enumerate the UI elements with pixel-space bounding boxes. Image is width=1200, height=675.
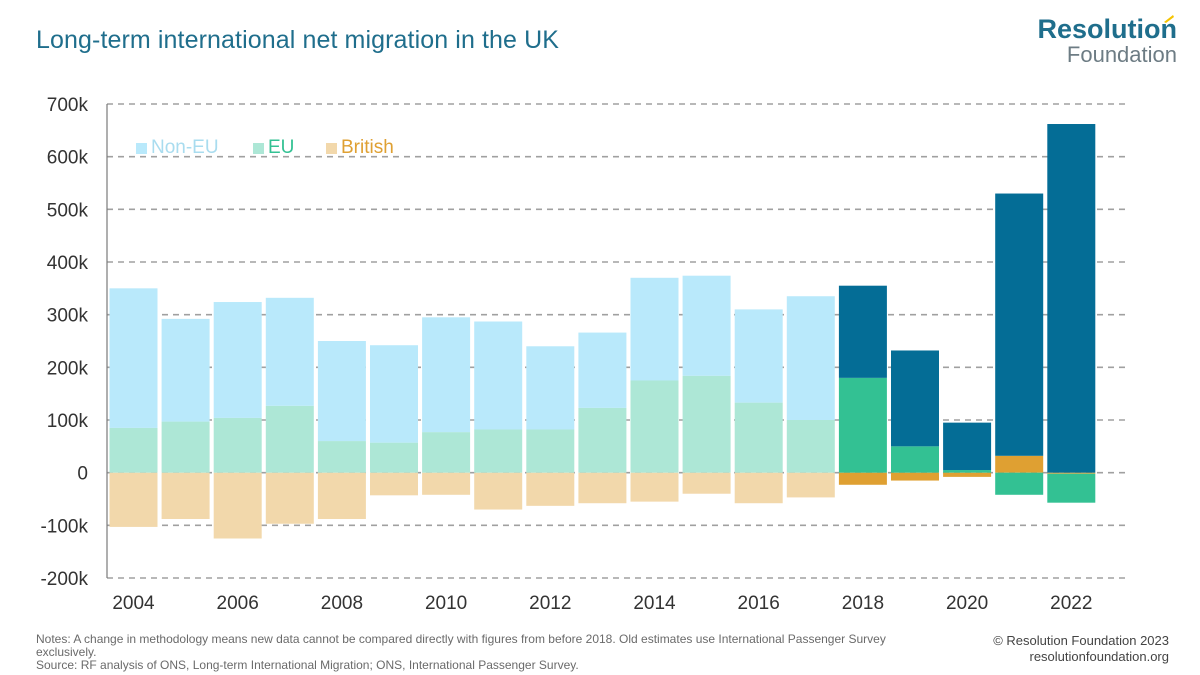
- bar-british: [943, 472, 992, 477]
- bar-british: [526, 472, 575, 506]
- x-tick-label: 2012: [529, 593, 571, 614]
- bar-non-eu: [213, 302, 262, 418]
- bar-non-eu: [838, 285, 887, 378]
- bar-eu: [526, 429, 575, 473]
- bar-eu: [943, 470, 992, 473]
- x-tick-label: 2022: [1050, 593, 1092, 614]
- bar-non-eu: [265, 297, 314, 406]
- copyright-block: © Resolution Foundation 2023 resolutionf…: [993, 633, 1169, 665]
- bar-non-eu: [526, 346, 575, 430]
- x-tick-label: 2020: [946, 593, 988, 614]
- bar-non-eu: [943, 422, 992, 471]
- source-text: Source: RF analysis of ONS, Long-term In…: [36, 658, 579, 672]
- y-tick-label: -200k: [40, 569, 88, 590]
- bar-british: [1047, 472, 1096, 474]
- bar-british: [891, 472, 939, 481]
- bar-non-eu: [161, 318, 210, 422]
- y-tick-label: 600k: [47, 148, 89, 169]
- bar-non-eu: [578, 332, 627, 408]
- x-tick-label: 2010: [425, 593, 467, 614]
- bar-british: [682, 472, 731, 494]
- bar-british: [630, 472, 679, 502]
- bar-british: [995, 455, 1044, 473]
- legend-swatch: [326, 143, 337, 154]
- bar-british: [370, 472, 418, 496]
- legend-label: British: [341, 137, 394, 158]
- x-tick-label: 2006: [217, 593, 259, 614]
- legend-swatch: [253, 143, 264, 154]
- y-tick-label: 0: [77, 464, 88, 485]
- bar-non-eu: [317, 341, 366, 442]
- bar-british: [734, 472, 783, 504]
- bar-eu: [630, 380, 679, 473]
- notes-text: Notes: A change in methodology means new…: [36, 632, 886, 659]
- x-tick-label: 2018: [842, 593, 884, 614]
- bar-eu: [265, 405, 314, 473]
- copyright-text: © Resolution Foundation 2023: [993, 633, 1169, 648]
- legend-label: EU: [268, 137, 294, 158]
- bar-eu: [317, 441, 366, 473]
- bar-british: [109, 472, 158, 527]
- resolution-foundation-logo: Resolution Foundation: [1037, 14, 1178, 67]
- legend-label: Non-EU: [151, 137, 219, 158]
- bar-eu: [161, 421, 210, 473]
- bar-non-eu: [422, 317, 471, 433]
- bar-non-eu: [474, 321, 523, 430]
- bar-british: [838, 472, 887, 485]
- bar-british: [317, 472, 366, 520]
- y-tick-label: 200k: [47, 358, 89, 379]
- y-tick-label: 700k: [47, 95, 89, 116]
- bar-eu: [422, 432, 471, 473]
- y-tick-label: -100k: [40, 516, 88, 537]
- bar-non-eu: [109, 288, 158, 428]
- bar-eu: [734, 402, 783, 473]
- y-tick-label: 300k: [47, 306, 89, 327]
- bar-eu: [109, 427, 158, 473]
- bar-non-eu: [786, 296, 835, 420]
- bar-british: [161, 472, 210, 520]
- bar-non-eu: [370, 345, 418, 443]
- bar-non-eu: [734, 309, 783, 403]
- website-link[interactable]: resolutionfoundation.org: [1029, 649, 1170, 664]
- logo-accent-icon: [1164, 15, 1174, 23]
- logo-main-text: Resolution: [1037, 14, 1178, 44]
- bar-british: [578, 472, 627, 504]
- bar-non-eu: [682, 275, 731, 376]
- y-tick-label: 100k: [47, 411, 89, 432]
- chart-notes: Notes: A change in methodology means new…: [36, 633, 936, 672]
- bar-non-eu: [630, 277, 679, 381]
- chart-title: Long-term international net migration in…: [36, 26, 560, 54]
- bar-eu: [370, 442, 418, 473]
- x-tick-label: 2004: [112, 593, 155, 614]
- bar-eu: [578, 407, 627, 473]
- bar-eu: [474, 429, 523, 473]
- x-tick-label: 2016: [738, 593, 780, 614]
- bar-non-eu: [1047, 124, 1096, 473]
- bar-non-eu: [995, 193, 1044, 456]
- bar-eu: [1047, 473, 1096, 503]
- bar-eu: [682, 375, 731, 473]
- y-tick-label: 400k: [47, 253, 89, 274]
- logo-sub-text: Foundation: [1066, 42, 1177, 67]
- bar-eu: [838, 377, 887, 473]
- legend-swatch: [136, 143, 147, 154]
- bar-british: [422, 472, 471, 495]
- bar-british: [213, 472, 262, 539]
- bar-british: [786, 472, 835, 498]
- bar-eu: [213, 417, 262, 473]
- bar-eu: [995, 472, 1044, 495]
- bar-british: [474, 472, 523, 510]
- bar-non-eu: [891, 350, 939, 447]
- bar-eu: [891, 446, 939, 473]
- bar-british: [265, 472, 314, 524]
- x-tick-label: 2014: [633, 593, 676, 614]
- y-tick-label: 500k: [47, 200, 89, 221]
- bar-eu: [786, 420, 835, 473]
- x-tick-label: 2008: [321, 593, 363, 614]
